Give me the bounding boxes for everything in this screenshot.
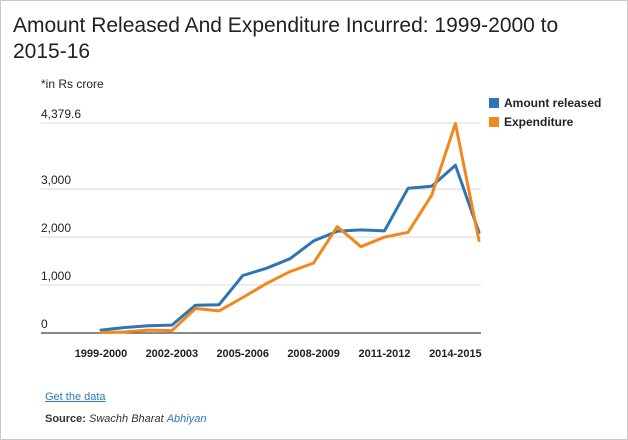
legend-label-expenditure: Expenditure [504,114,574,129]
source-link[interactable]: Abhiyan [166,413,207,425]
legend-swatch-expenditure [489,116,499,127]
legend-item-amount-released: Amount released [489,93,601,112]
x-tick-label: 2008-2009 [287,348,340,360]
get-the-data-link[interactable]: Get the data [45,391,106,403]
chart-title: Amount Released And Expenditure Incurred… [13,14,559,63]
x-tick-label: 1999-2000 [75,348,128,360]
y-tick-label: 2,000 [41,221,71,235]
y-tick-label: 0 [41,317,48,331]
series-line-expenditure [99,122,481,334]
legend-label-amount-released: Amount released [504,95,602,110]
source-label: Source: [45,413,86,425]
legend-swatch-amount-released [489,97,499,108]
source-text: Swachh Bharat [89,413,164,425]
series-line-amount-released [99,163,481,332]
y-tick-label: 4,379.6 [41,107,81,121]
y-tick-label: 1,000 [41,269,71,283]
x-tick-label: 2014-2015 [429,348,482,360]
y-tick-label: 3,000 [41,173,71,187]
source-line: Source: Swachh Bharat Abhiyan [45,413,206,425]
x-tick-label: 2005-2006 [216,348,269,360]
line-chart: 4,379.6 3,000 2,000 1,000 0 1999-2000 2002-200… [41,107,482,360]
chart-legend: Amount released Expenditure [489,93,601,131]
x-tick-label: 2002-2003 [146,348,199,360]
x-tick-label: 2011-2012 [359,348,411,360]
legend-item-expenditure: Expenditure [489,112,601,131]
chart-subtitle: *in Rs crore [41,77,104,91]
